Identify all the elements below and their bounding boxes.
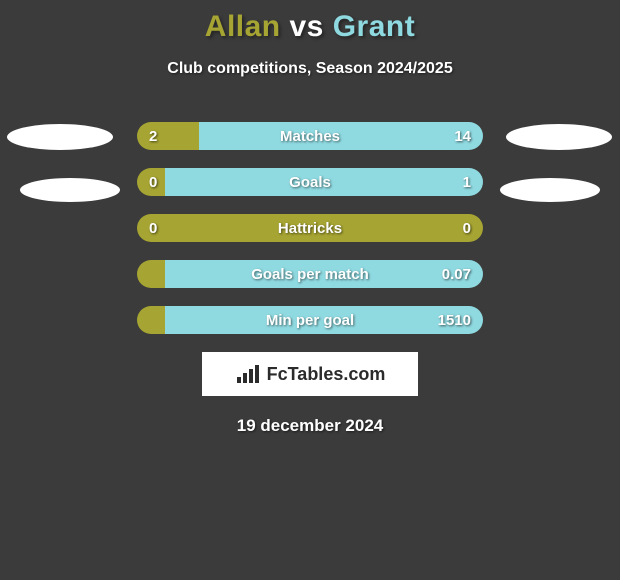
bar-left-value: 0	[149, 168, 157, 196]
site-logo: FcTables.com	[202, 352, 418, 396]
bar-left-value: 2	[149, 122, 157, 150]
bar-left-fill	[137, 122, 199, 150]
bar-chart-icon	[235, 363, 261, 385]
bar-right-fill	[165, 168, 483, 196]
bar-left-fill	[137, 306, 165, 334]
comparison-card: Allan vs Grant Club competitions, Season…	[0, 0, 620, 580]
title-player1: Allan	[205, 10, 281, 43]
comparison-bars: 214Matches01Goals00Hattricks0.07Goals pe…	[0, 122, 620, 334]
bar-left-value: 0	[149, 214, 157, 242]
ellipse-bottom-right	[500, 178, 600, 202]
title-player2: Grant	[333, 10, 416, 43]
bar-right-value: 0	[463, 214, 471, 242]
bar-right-value: 14	[454, 122, 471, 150]
date-label: 19 december 2024	[0, 416, 620, 436]
comparison-row: 0.07Goals per match	[137, 260, 483, 288]
bar-right-fill	[165, 260, 483, 288]
ellipse-top-left	[7, 124, 113, 150]
ellipse-top-right	[506, 124, 612, 150]
bar-right-fill	[199, 122, 483, 150]
bar-right-value: 1	[463, 168, 471, 196]
bar-right-value: 1510	[438, 306, 471, 334]
bar-right-value: 0.07	[442, 260, 471, 288]
bar-right-fill	[165, 306, 483, 334]
ellipse-bottom-left	[20, 178, 120, 202]
comparison-row: 00Hattricks	[137, 214, 483, 242]
comparison-row: 01Goals	[137, 168, 483, 196]
title-vs: vs	[289, 10, 323, 43]
comparison-row: 1510Min per goal	[137, 306, 483, 334]
bar-left-fill	[137, 260, 165, 288]
subtitle: Club competitions, Season 2024/2025	[0, 60, 620, 78]
site-logo-text: FcTables.com	[267, 364, 386, 385]
comparison-row: 214Matches	[137, 122, 483, 150]
page-title: Allan vs Grant	[0, 10, 620, 44]
bar-left-fill	[137, 214, 483, 242]
